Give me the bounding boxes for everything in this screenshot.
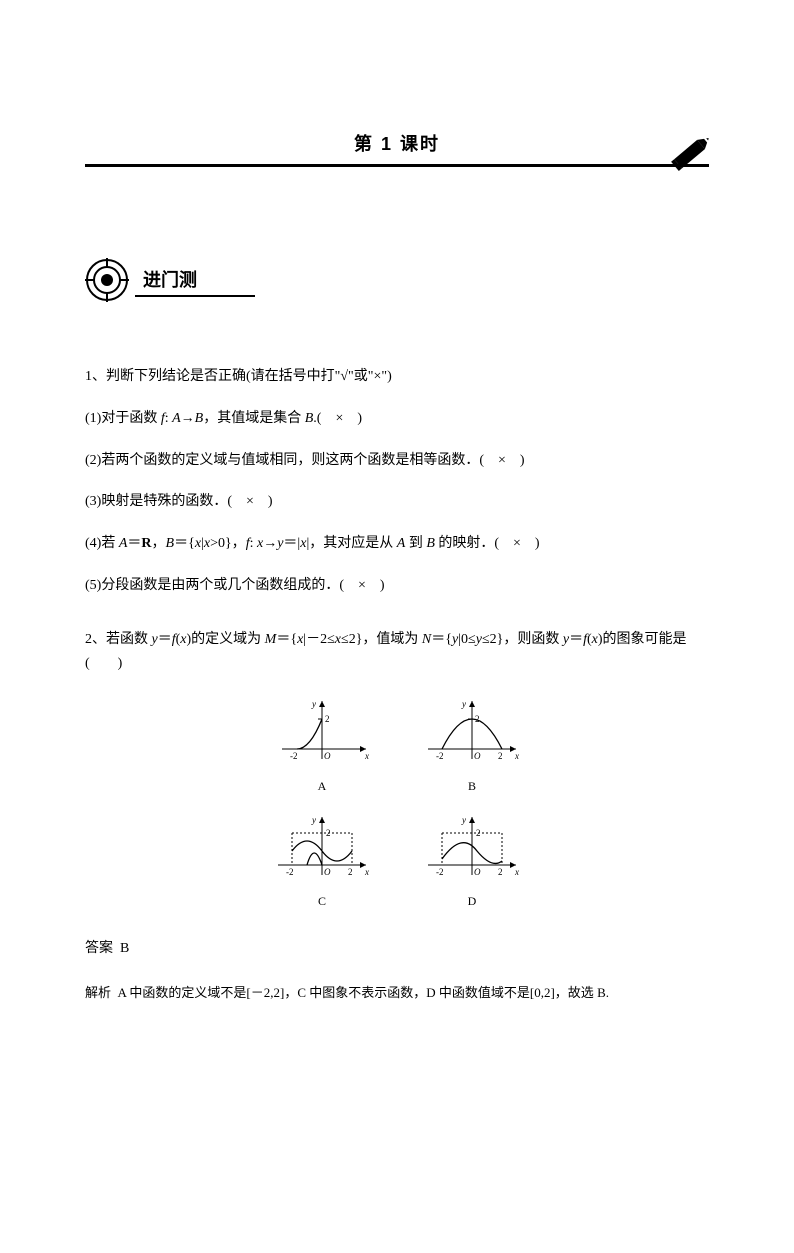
svg-text:y: y xyxy=(461,815,466,825)
graph-d-label: D xyxy=(422,891,522,911)
section-header: 进门测 xyxy=(85,255,709,305)
graph-row-2: x y O -2 2 2 C xyxy=(237,811,557,912)
target-icon xyxy=(85,258,129,302)
svg-text:x: x xyxy=(364,751,369,761)
q1-item-5: (5)分段函数是由两个或几个函数组成的．( × ) xyxy=(85,574,709,598)
content-area: 1、判断下列结论是否正确(请在括号中打"√"或"×") (1)对于函数 f: A… xyxy=(85,365,709,1004)
graph-option-a: x y O -2 2 A xyxy=(272,695,372,796)
explain-label: 解析 xyxy=(85,985,111,1000)
q2-stem-text: 2、若函数 y＝f(x)的定义域为 M＝{x|－2≤x≤2}，值域为 N＝{y|… xyxy=(85,632,687,671)
section-title: 进门测 xyxy=(143,266,197,294)
svg-text:O: O xyxy=(324,751,331,761)
q1-item-1: (1)对于函数 f: A→B，其值域是集合 B.( × ) xyxy=(85,407,709,431)
svg-text:2: 2 xyxy=(498,751,503,761)
graph-row-1: x y O -2 2 A x y xyxy=(237,695,557,796)
lesson-header: 第 1 课时 xyxy=(85,130,709,190)
graph-option-b: x y O -2 2 2 B xyxy=(422,695,522,796)
explain-text: A 中函数的定义域不是[－2,2]，C 中图象不表示函数，D 中函数值域不是[0… xyxy=(118,985,609,1000)
graph-b-svg: x y O -2 2 2 xyxy=(422,695,522,765)
section-underline xyxy=(135,295,255,297)
svg-text:-2: -2 xyxy=(290,751,298,761)
svg-text:2: 2 xyxy=(498,867,503,877)
lesson-title: 第 1 课时 xyxy=(85,130,709,164)
answer-label: 答案 xyxy=(85,941,113,956)
svg-text:x: x xyxy=(364,867,369,877)
answer-value: B xyxy=(120,941,129,956)
graph-b-label: B xyxy=(422,776,522,796)
q1-stem: 1、判断下列结论是否正确(请在括号中打"√"或"×") xyxy=(85,365,709,389)
svg-text:y: y xyxy=(311,699,316,709)
q2-stem: 2、若函数 y＝f(x)的定义域为 M＝{x|－2≤x≤2}，值域为 N＝{y|… xyxy=(85,628,709,676)
q2-answer-line: 答案 B xyxy=(85,937,709,961)
svg-text:2: 2 xyxy=(325,714,330,724)
svg-text:-2: -2 xyxy=(436,867,444,877)
svg-text:O: O xyxy=(474,751,481,761)
q2-explain-line: 解析 A 中函数的定义域不是[－2,2]，C 中图象不表示函数，D 中函数值域不… xyxy=(85,981,709,1004)
graph-options: x y O -2 2 A x y xyxy=(237,695,557,911)
pencil-icon xyxy=(659,132,719,172)
graph-a-label: A xyxy=(272,776,372,796)
svg-text:x: x xyxy=(514,867,519,877)
graph-option-c: x y O -2 2 2 C xyxy=(272,811,372,912)
q1-item-4-text: (4)若 A＝R，B＝{x|x>0}，f: x→y＝|x|，其对应是从 A 到 … xyxy=(85,536,540,551)
header-underline xyxy=(85,164,709,167)
q1-item-2: (2)若两个函数的定义域与值域相同，则这两个函数是相等函数．( × ) xyxy=(85,449,709,473)
q1-item-1-text: (1)对于函数 f: A→B，其值域是集合 B.( × ) xyxy=(85,411,362,426)
q1-item-3: (3)映射是特殊的函数．( × ) xyxy=(85,490,709,514)
svg-text:O: O xyxy=(324,867,331,877)
svg-text:x: x xyxy=(514,751,519,761)
q1-item-4: (4)若 A＝R，B＝{x|x>0}，f: x→y＝|x|，其对应是从 A 到 … xyxy=(85,532,709,556)
graph-c-svg: x y O -2 2 2 xyxy=(272,811,372,881)
graph-d-svg: x y O -2 2 2 xyxy=(422,811,522,881)
svg-text:-2: -2 xyxy=(436,751,444,761)
svg-text:-2: -2 xyxy=(286,867,294,877)
graph-a-svg: x y O -2 2 xyxy=(272,695,372,765)
svg-text:y: y xyxy=(461,699,466,709)
graph-option-d: x y O -2 2 2 D xyxy=(422,811,522,912)
svg-text:O: O xyxy=(474,867,481,877)
graph-c-label: C xyxy=(272,891,372,911)
svg-text:y: y xyxy=(311,815,316,825)
svg-text:2: 2 xyxy=(348,867,353,877)
